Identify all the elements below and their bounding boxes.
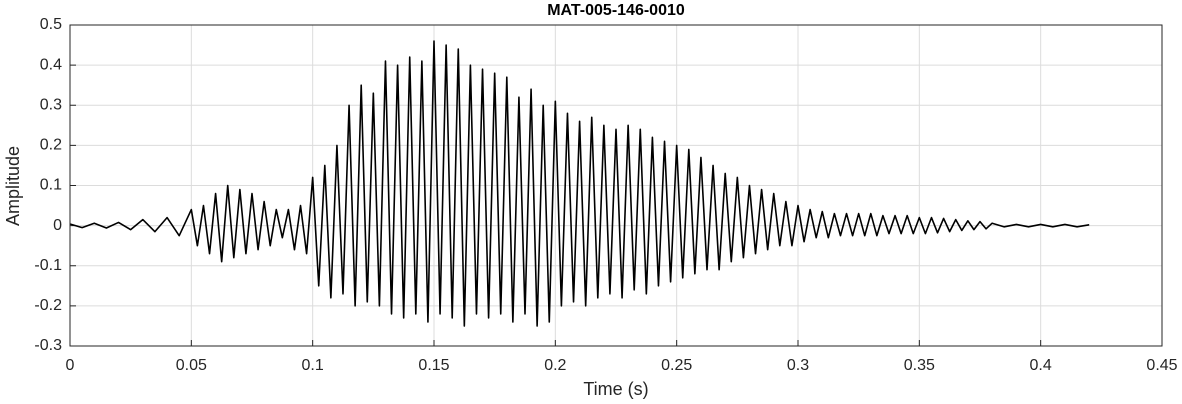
chart-title: MAT-005-146-0010 <box>547 2 685 19</box>
x-tick-label: 0.15 <box>418 357 449 374</box>
y-tick-label: -0.1 <box>34 257 62 274</box>
x-tick-label: 0.35 <box>904 357 935 374</box>
y-tick-label: 0 <box>53 217 62 234</box>
plot-frame <box>69 24 1163 347</box>
x-tick-label: 0.25 <box>661 357 692 374</box>
waveform <box>69 40 1090 327</box>
x-tick-label: 0.3 <box>787 357 809 374</box>
y-tick-label: -0.3 <box>34 337 62 354</box>
y-tick-label: 0.4 <box>40 56 62 73</box>
x-tick-label: 0.45 <box>1146 357 1177 374</box>
x-tick-label: 0 <box>66 357 75 374</box>
y-axis-label: Amplitude <box>3 146 23 226</box>
x-tick-label: 0.2 <box>544 357 566 374</box>
x-tick-label: 0.1 <box>302 357 324 374</box>
y-tick-label: 0.2 <box>40 137 62 154</box>
y-tick-label: -0.2 <box>34 297 62 314</box>
x-axis-label: Time (s) <box>583 379 648 399</box>
y-tick-label: 0.3 <box>40 96 62 113</box>
y-tick-label: 0.1 <box>40 177 62 194</box>
y-tick-label: 0.5 <box>40 16 62 33</box>
x-tick-label: 0.05 <box>176 357 207 374</box>
x-tick-label: 0.4 <box>1030 357 1052 374</box>
